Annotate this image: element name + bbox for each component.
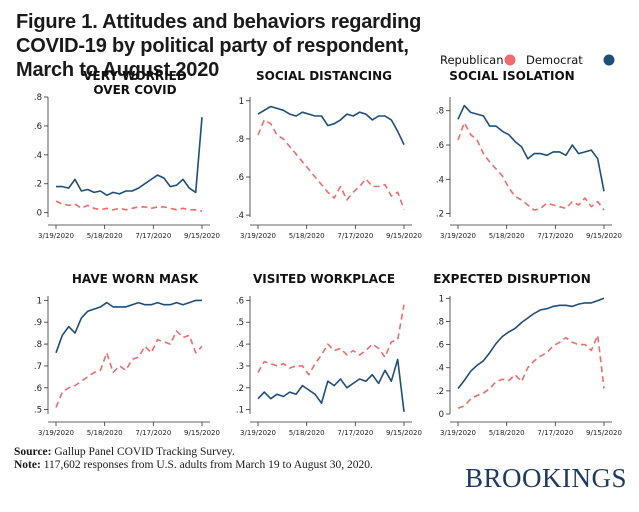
x-tick-label: 9/15/2020	[586, 232, 622, 240]
y-tick-label: .6	[436, 341, 444, 351]
x-tick-label: 9/15/2020	[386, 232, 422, 240]
legend-label-democrat: Democrat	[526, 53, 583, 67]
x-tick-label: 3/19/2020	[240, 429, 276, 437]
brookings-logo: BROOKINGS	[464, 463, 627, 493]
note-label: Note:	[14, 459, 41, 471]
y-tick-label: .7	[34, 362, 42, 372]
y-tick-label: .8	[436, 107, 444, 117]
x-tick-label: 9/15/2020	[386, 429, 422, 437]
y-tick-label: .6	[236, 296, 244, 306]
panel-title-line: HAVE WORN MASK	[72, 272, 199, 286]
y-tick-label: .1	[236, 406, 244, 416]
x-tick-label: 5/18/2020	[289, 232, 325, 240]
x-tick-label: 3/19/2020	[440, 429, 476, 437]
y-tick-label: .8	[34, 340, 42, 350]
x-tick-label: 9/15/2020	[184, 429, 220, 437]
x-tick-label: 5/18/2020	[489, 232, 525, 240]
source-label: Source:	[14, 446, 52, 458]
y-tick-label: .6	[34, 384, 42, 394]
x-tick-label: 5/18/2020	[87, 232, 123, 240]
series-line-democrat	[56, 117, 203, 197]
series-line-republican	[457, 121, 605, 211]
y-tick-label: .6	[236, 173, 244, 183]
y-tick-label: .5	[236, 318, 244, 328]
figure-title: Figure 1. Attitudes and behaviors regard…	[16, 11, 422, 81]
series-line-republican	[257, 304, 405, 376]
y-tick-label: .6	[34, 122, 42, 132]
x-tick-label: 5/18/2020	[289, 429, 325, 437]
panel-title-line: VISITED WORKPLACE	[253, 272, 395, 286]
y-tick-label: .4	[34, 151, 42, 161]
x-tick-label: 9/15/2020	[184, 232, 220, 240]
y-tick-label: .5	[34, 406, 42, 416]
y-tick-label: .2	[436, 210, 444, 220]
series-line-republican	[457, 334, 605, 409]
x-tick-label: 7/17/2020	[537, 232, 573, 240]
y-tick-label: .4	[236, 211, 244, 221]
y-tick-label: .6	[436, 141, 444, 151]
y-tick-label: .4	[436, 175, 444, 185]
panel-title-line: SOCIAL DISTANCING	[256, 69, 392, 83]
y-tick-label: .2	[436, 387, 444, 397]
x-tick-label: 5/18/2020	[87, 429, 123, 437]
legend-label-republican: Republican	[440, 53, 504, 67]
x-tick-label: 7/17/2020	[135, 429, 171, 437]
y-tick-label: 1	[439, 294, 444, 304]
series-line-republican	[55, 200, 203, 212]
y-tick-label: 1	[239, 97, 244, 107]
y-tick-label: .8	[436, 317, 444, 327]
panel-title-line: SOCIAL ISOLATION	[449, 69, 574, 83]
y-tick-label: 0	[37, 209, 42, 219]
x-tick-label: 7/17/2020	[135, 232, 171, 240]
y-tick-label: .2	[34, 180, 42, 190]
y-tick-label: .4	[236, 340, 244, 350]
series-line-democrat	[257, 358, 405, 412]
x-tick-label: 9/15/2020	[586, 429, 622, 437]
x-tick-label: 7/17/2020	[337, 429, 373, 437]
legend: Republican Democrat	[440, 53, 615, 67]
y-tick-label: .9	[34, 318, 42, 328]
x-tick-label: 7/17/2020	[337, 232, 373, 240]
series-line-democrat	[257, 105, 405, 145]
y-tick-label: .8	[236, 135, 244, 145]
series-line-republican	[55, 330, 203, 408]
note-text: 117,602 responses from U.S. adults from …	[43, 459, 373, 471]
panel-title-line: OVER COVID	[93, 83, 176, 97]
y-tick-label: .8	[34, 93, 42, 103]
series-line-republican	[257, 119, 405, 210]
y-tick-label: .4	[436, 364, 444, 374]
y-tick-label: .2	[236, 384, 244, 394]
series-line-democrat	[457, 297, 605, 389]
x-tick-label: 3/19/2020	[240, 232, 276, 240]
legend-marker-republican	[504, 54, 516, 66]
x-tick-label: 3/19/2020	[38, 429, 74, 437]
x-tick-label: 3/19/2020	[440, 232, 476, 240]
legend-marker-democrat	[603, 54, 615, 66]
footer-notes: Source: Gallup Panel COVID Tracking Surv…	[14, 446, 374, 472]
y-tick-label: 1	[37, 296, 42, 306]
x-tick-label: 7/17/2020	[537, 429, 573, 437]
x-tick-label: 5/18/2020	[489, 429, 525, 437]
panel-title-line: VERY WORRIED	[83, 69, 187, 83]
y-tick-label: .3	[236, 362, 244, 372]
y-tick-label: 0	[439, 410, 444, 420]
series-line-democrat	[457, 104, 605, 192]
source-text: Gallup Panel COVID Tracking Survey.	[54, 446, 235, 458]
series-line-democrat	[55, 299, 202, 354]
panel-title-line: EXPECTED DISRUPTION	[433, 272, 591, 286]
x-tick-label: 3/19/2020	[38, 232, 74, 240]
